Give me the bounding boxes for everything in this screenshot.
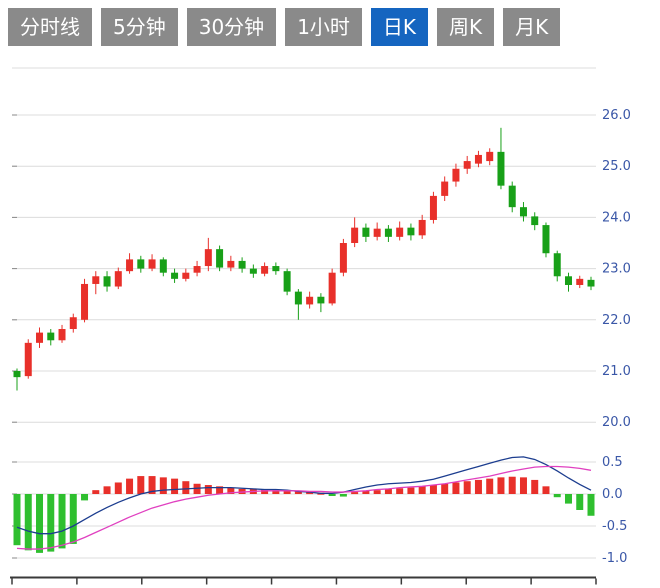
svg-text:22.0: 22.0 — [602, 313, 631, 328]
period-tabbar: 分时线 5分钟 30分钟 1小时 日K 周K 月K — [0, 0, 660, 46]
svg-text:-1.0: -1.0 — [602, 551, 627, 566]
tab-weekly-k[interactable]: 周K — [437, 8, 495, 46]
chart-area: 26.0 25.0 24.0 23.0 22.0 21.0 20.0 0.5 0.0 -0.5 -1… — [0, 50, 660, 588]
svg-text:20.0: 20.0 — [602, 415, 631, 430]
svg-text:23.0: 23.0 — [602, 262, 631, 277]
svg-text:21.0: 21.0 — [602, 364, 631, 379]
svg-text:24.0: 24.0 — [602, 210, 631, 225]
tab-30min[interactable]: 30分钟 — [186, 8, 277, 46]
svg-text:-0.5: -0.5 — [602, 519, 627, 534]
kline-macd-chart: 26.0 25.0 24.0 23.0 22.0 21.0 20.0 0.5 0.0 -0.5 -1… — [10, 67, 631, 585]
tab-time-line[interactable]: 分时线 — [8, 8, 92, 46]
tab-daily-k[interactable]: 日K — [370, 8, 429, 46]
tab-monthly-k[interactable]: 月K — [503, 8, 561, 46]
svg-text:0.5: 0.5 — [602, 455, 623, 470]
tab-5min[interactable]: 5分钟 — [101, 8, 178, 46]
svg-text:25.0: 25.0 — [602, 159, 631, 174]
tab-1hour[interactable]: 1小时 — [285, 8, 362, 46]
svg-text:26.0: 26.0 — [602, 108, 631, 123]
svg-text:0.0: 0.0 — [602, 487, 623, 502]
